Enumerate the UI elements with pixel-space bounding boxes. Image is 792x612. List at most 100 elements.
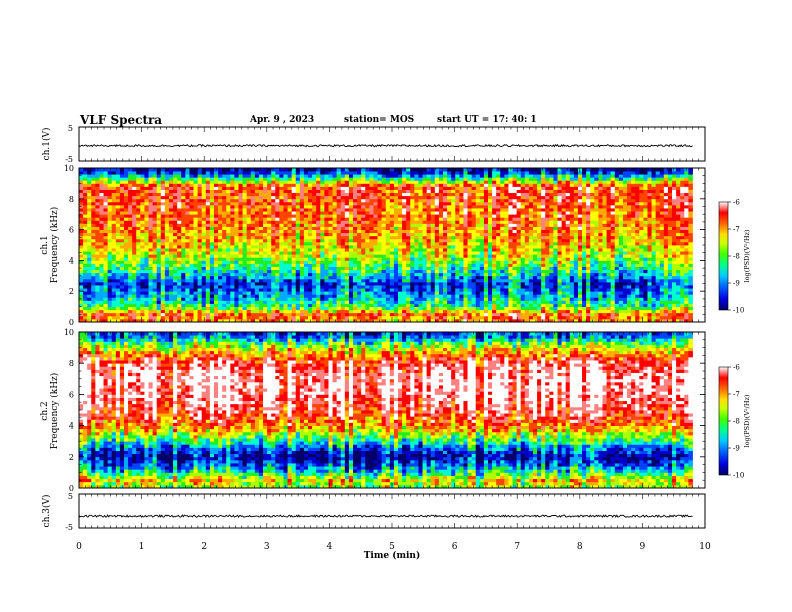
spectrogram-cell: [173, 211, 178, 215]
spectrogram-cell: [181, 260, 186, 264]
spectrogram-cell: [410, 263, 415, 267]
spectrogram-cell: [438, 229, 444, 234]
spectrogram-cell: [295, 248, 301, 252]
spectrogram-cell: [156, 214, 162, 218]
spectrogram-cell: [267, 180, 272, 184]
spectrogram-cell: [238, 318, 243, 323]
spectrogram-cell: [115, 266, 121, 271]
spectrogram-cell: [132, 275, 137, 280]
spectrogram-cell: [308, 183, 313, 187]
spectrogram-cell: [263, 226, 268, 230]
spectrogram-cell: [267, 171, 272, 175]
spectrogram-cell: [181, 229, 186, 234]
spectrogram-cell: [83, 260, 88, 264]
spectrogram-cell: [291, 266, 297, 271]
spectrogram-cell: [87, 195, 92, 200]
spectrogram-cell: [324, 300, 329, 304]
spectrogram-cell: [132, 241, 137, 246]
spectrogram-cell: [463, 312, 468, 317]
spectrogram-cell: [107, 229, 113, 234]
spectrogram-cell: [291, 269, 297, 274]
spectrogram-cell: [365, 214, 370, 218]
spectrogram-cell: [426, 260, 432, 264]
spectrogram-cell: [267, 208, 272, 212]
spectrogram-cell: [299, 201, 305, 206]
spectrogram-cell: [418, 180, 423, 184]
spectrogram-cell: [447, 251, 452, 255]
spectrogram-cell: [389, 183, 395, 187]
spectrogram-cell: [443, 297, 448, 301]
spectrogram-cell: [287, 232, 293, 237]
spectrogram-cell: [324, 269, 329, 274]
spectrogram-cell: [393, 226, 399, 230]
spectrogram-cell: [267, 297, 272, 301]
spectrogram-cell: [320, 189, 325, 194]
spectrogram-cell: [438, 266, 444, 271]
spectrogram-cell: [271, 195, 276, 200]
spectrogram-cell: [324, 285, 329, 289]
spectrogram-cell: [213, 297, 219, 301]
spectrogram-cell: [197, 171, 203, 175]
spectrogram-cell: [459, 312, 464, 317]
spectrogram-cell: [144, 198, 149, 203]
spectrogram-cell: [123, 223, 129, 227]
spectrogram-cell: [422, 180, 428, 184]
spectrogram-cell: [402, 186, 407, 190]
spectrogram-cell: [381, 180, 387, 184]
spectrogram-cell: [308, 266, 313, 271]
spectrogram-cell: [115, 306, 121, 311]
spectrogram-cell: [348, 226, 354, 230]
spectrogram-cell: [389, 214, 395, 218]
spectrogram-cell: [83, 303, 88, 307]
spectrogram-cell: [132, 232, 137, 237]
spectrogram-cell: [279, 198, 284, 203]
spectrogram-cell: [197, 186, 203, 190]
spectrogram-cell: [443, 235, 448, 240]
spectrogram-cell: [303, 235, 309, 240]
spectrogram-cell: [193, 223, 199, 227]
spectrogram-cell: [91, 318, 96, 323]
spectrogram-cell: [295, 180, 301, 184]
spectrogram-cell: [381, 238, 387, 243]
spectrogram-cell: [447, 192, 452, 197]
spectrogram-cell: [99, 285, 104, 289]
spectrogram-cell: [459, 294, 464, 298]
spectrogram-cell: [213, 235, 219, 240]
spectrogram-cell: [168, 272, 174, 277]
spectrogram-cell: [119, 204, 125, 209]
spectrogram-cell: [271, 315, 276, 320]
spectrogram-cell: [234, 312, 239, 317]
spectrogram-cell: [422, 174, 428, 178]
spectrogram-cell: [99, 272, 104, 277]
spectrogram-cell: [389, 208, 395, 212]
spectrogram-cell: [267, 229, 272, 234]
spectrogram-cell: [87, 303, 92, 307]
spectrogram-cell: [226, 275, 231, 280]
spectrogram-cell: [91, 248, 96, 252]
spectrogram-cell: [79, 263, 84, 267]
spectrogram-cell: [164, 288, 170, 292]
spectrogram-cell: [422, 241, 428, 246]
spectrogram-cell: [312, 260, 317, 264]
spectrogram-cell: [344, 211, 350, 215]
spectrogram-cell: [389, 306, 395, 311]
spectrogram-cell: [357, 241, 362, 246]
spectrogram-cell: [402, 281, 407, 286]
spectrogram-cell: [103, 281, 109, 286]
spectrogram-cell: [258, 241, 264, 246]
spectrogram-cell: [406, 177, 411, 181]
spectrogram-cell: [406, 266, 411, 271]
spectrogram-cell: [140, 211, 145, 215]
spectrogram-cell: [385, 201, 391, 206]
spectrogram-cell: [168, 220, 174, 224]
spectrogram-cell: [173, 315, 178, 320]
spectrogram-cell: [185, 269, 190, 274]
spectrogram-cell: [410, 281, 415, 286]
spectrogram-cell: [299, 315, 305, 320]
spectrogram-cell: [173, 208, 178, 212]
spectrogram-cell: [332, 285, 338, 289]
spectrogram-cell: [140, 171, 145, 175]
spectrogram-cell: [213, 214, 219, 218]
spectrogram-cell: [291, 263, 297, 267]
spectrogram-cell: [398, 168, 403, 172]
